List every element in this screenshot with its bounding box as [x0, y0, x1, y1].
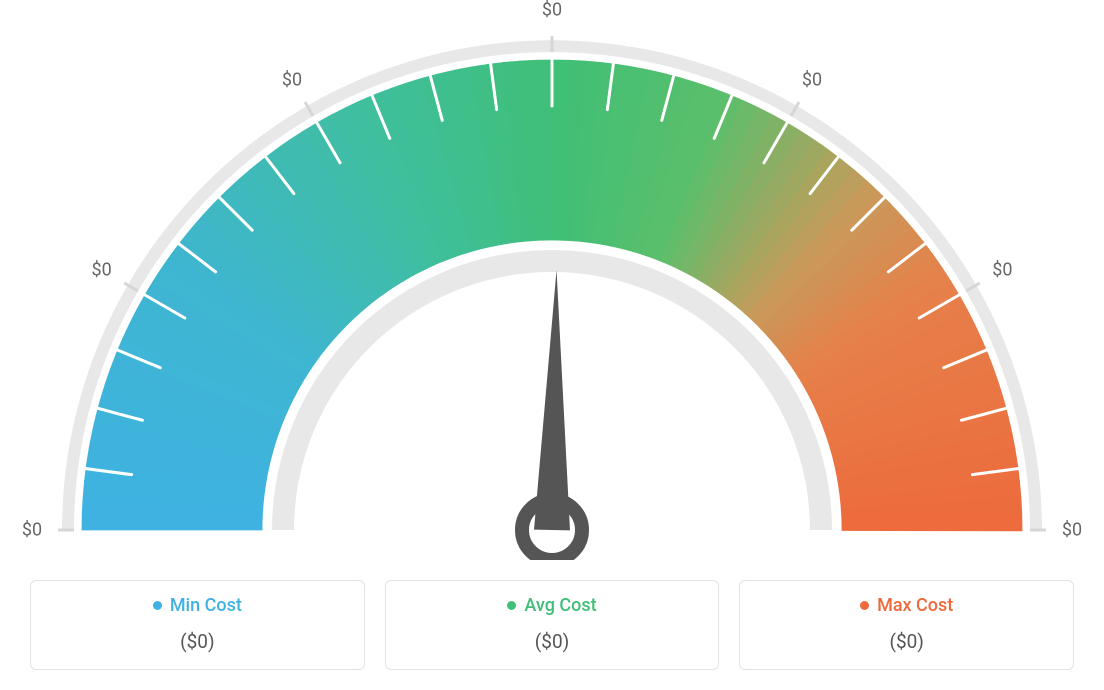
legend-dot-avg: [507, 601, 516, 610]
legend-row: Min Cost ($0) Avg Cost ($0) Max Cost ($0…: [30, 580, 1074, 670]
legend-card-max: Max Cost ($0): [739, 580, 1074, 670]
legend-title-avg: Avg Cost: [507, 595, 596, 616]
gauge-scale-label: $0: [802, 69, 822, 90]
legend-dot-max: [860, 601, 869, 610]
legend-label-avg: Avg Cost: [524, 595, 596, 616]
legend-dot-min: [153, 601, 162, 610]
legend-title-min: Min Cost: [153, 595, 242, 616]
gauge-scale-label: $0: [1062, 520, 1082, 541]
legend-card-avg: Avg Cost ($0): [385, 580, 720, 670]
legend-label-min: Min Cost: [170, 595, 242, 616]
legend-value-max: ($0): [750, 630, 1063, 653]
gauge-scale-label: $0: [282, 69, 302, 90]
legend-title-max: Max Cost: [860, 595, 953, 616]
gauge-scale-label: $0: [992, 260, 1012, 281]
gauge-scale-label: $0: [542, 0, 562, 21]
legend-value-min: ($0): [41, 630, 354, 653]
legend-label-max: Max Cost: [877, 595, 953, 616]
gauge-svg: [0, 0, 1104, 560]
legend-value-avg: ($0): [396, 630, 709, 653]
gauge-scale-label: $0: [92, 260, 112, 281]
legend-card-min: Min Cost ($0): [30, 580, 365, 670]
gauge-chart: $0 $0 $0 $0 $0 $0 $0: [0, 0, 1104, 560]
gauge-scale-label: $0: [22, 520, 42, 541]
